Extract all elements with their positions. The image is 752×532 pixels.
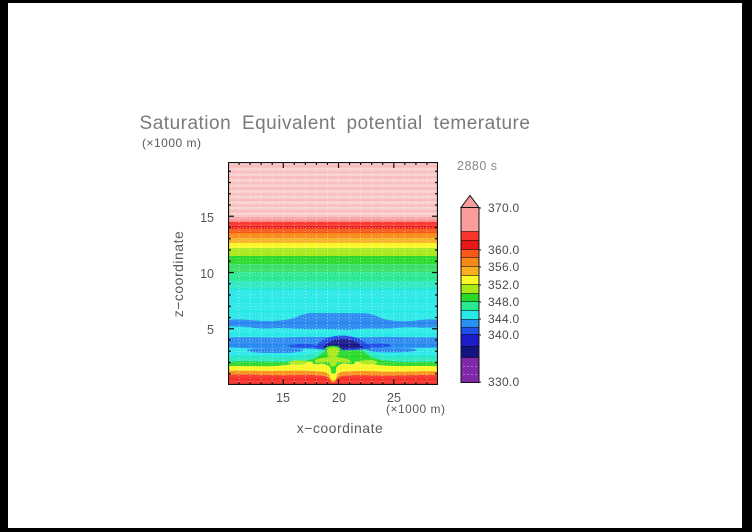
time-label: 2880 s <box>457 159 498 173</box>
x-tick-label: 20 <box>332 391 346 405</box>
colorbar-segment <box>461 257 479 267</box>
colorbar-segment <box>461 327 479 335</box>
colorbar-segment <box>461 284 479 294</box>
colorbar-label: 352.0 <box>488 278 520 292</box>
colorbar-segment <box>461 357 479 383</box>
x-axis-unit-label: (×1000 m) <box>386 402 446 416</box>
x-tick-label: 15 <box>276 391 290 405</box>
colorbar-segment <box>461 319 479 328</box>
colorbar <box>460 194 481 383</box>
colorbar-segment <box>461 249 479 258</box>
z-tick-label: 10 <box>200 266 214 281</box>
contour-plot <box>228 162 438 385</box>
x-tick-label: 25 <box>387 391 401 405</box>
colorbar-label: 340.0 <box>488 328 520 342</box>
colorbar-label: 348.0 <box>488 295 520 309</box>
plot-texture <box>228 162 438 385</box>
z-tick-label: 5 <box>207 323 214 337</box>
colorbar-segment <box>461 207 479 232</box>
colorbar-label: 330.0 <box>488 375 520 389</box>
colorbar-label: 360.0 <box>488 243 520 257</box>
y-axis-unit-label: (×1000 m) <box>142 136 202 150</box>
colorbar-segment <box>461 310 479 320</box>
colorbar-label: 356.0 <box>488 260 520 274</box>
y-axis-label: z−coordinate <box>170 230 186 318</box>
plot-frame <box>228 162 438 385</box>
colorbar-segment <box>461 266 479 276</box>
colorbar-segment <box>461 275 479 285</box>
x-axis-label: x−coordinate <box>296 420 384 436</box>
colorbar-label: 344.0 <box>488 312 520 326</box>
colorbar-arrow <box>460 194 480 208</box>
colorbar-frame <box>460 207 480 383</box>
colorbar-segment <box>461 301 479 311</box>
colorbar-label: 370.0 <box>488 201 520 215</box>
colorbar-segment <box>461 334 479 347</box>
chart-title: Saturation Equivalent potential temeratu… <box>139 113 531 134</box>
colorbar-segment <box>461 231 479 241</box>
colorbar-segment <box>461 293 479 302</box>
z-tick-label: 15 <box>200 210 214 225</box>
colorbar-segment <box>461 346 479 358</box>
colorbar-segment <box>461 240 479 250</box>
